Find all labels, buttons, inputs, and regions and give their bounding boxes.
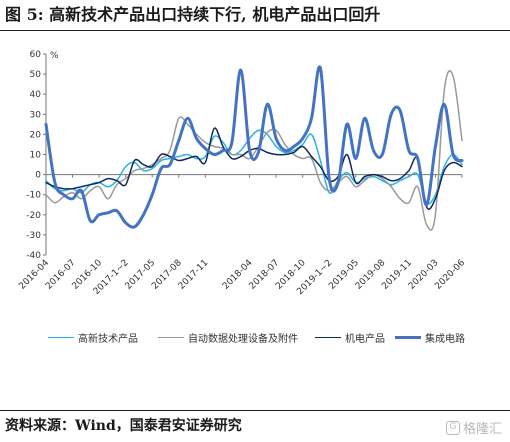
legend-label: 自动数据处理设备及附件 — [188, 334, 298, 345]
y-tick-label: -40 — [26, 251, 41, 261]
y-tick-label: 30 — [30, 110, 42, 120]
source-note: 资料来源：Wind，国泰君安证券研究 — [5, 418, 242, 434]
watermark-logo-icon: G — [445, 420, 460, 435]
bottom-rule — [0, 410, 510, 411]
x-tick-label: 2020-06 — [433, 258, 467, 292]
legend-swatch — [315, 337, 341, 338]
y-tick-label: -20 — [26, 211, 41, 221]
y-tick-label: 20 — [30, 130, 42, 140]
legend-label: 高新技术产品 — [78, 334, 138, 345]
watermark: G 格隆汇 — [445, 418, 502, 437]
legend-label: 机电产品 — [345, 334, 385, 345]
legend-item-3: 集成电路 — [395, 330, 465, 345]
y-axis: -40 -30 -20 -10 0 10 20 30 40 50 60 — [26, 50, 47, 261]
line-chart: -40 -30 -20 -10 0 10 20 30 40 50 60 2016-042016-07… — [17, 50, 467, 297]
legend-label: 集成电路 — [425, 334, 465, 345]
y-tick-label: 40 — [30, 90, 42, 100]
legend-swatch — [158, 337, 184, 338]
legend: 高新技术产品 自动数据处理设备及附件 机电产品 集成电路 — [0, 330, 510, 352]
series-lines — [44, 65, 464, 231]
series-line-3 — [44, 65, 464, 229]
y-tick-label: -30 — [26, 231, 41, 241]
series-line-0 — [45, 129, 463, 205]
watermark-text: 格隆汇 — [462, 422, 502, 437]
legend-swatch — [48, 337, 74, 338]
x-axis: 2016-042016-072016-102017-1~22017-052017… — [17, 174, 467, 297]
legend-swatch — [395, 336, 421, 339]
y-tick-label: 50 — [30, 70, 42, 80]
chart-title: 图 5: 高新技术产品出口持续下行, 机电产品出口回升 — [5, 5, 381, 24]
legend-item-1: 自动数据处理设备及附件 — [158, 330, 298, 345]
legend-item-0: 高新技术产品 — [48, 330, 138, 345]
y-tick-label: 60 — [30, 50, 42, 60]
y-tick-label: 10 — [30, 151, 42, 161]
top-rule — [0, 30, 510, 31]
legend-item-2: 机电产品 — [315, 330, 385, 345]
unit-label: % — [50, 51, 59, 61]
y-tick-label: -10 — [26, 191, 41, 201]
y-tick-label: 0 — [35, 171, 41, 181]
series-line-2 — [45, 127, 463, 210]
series-line-1 — [45, 70, 463, 231]
